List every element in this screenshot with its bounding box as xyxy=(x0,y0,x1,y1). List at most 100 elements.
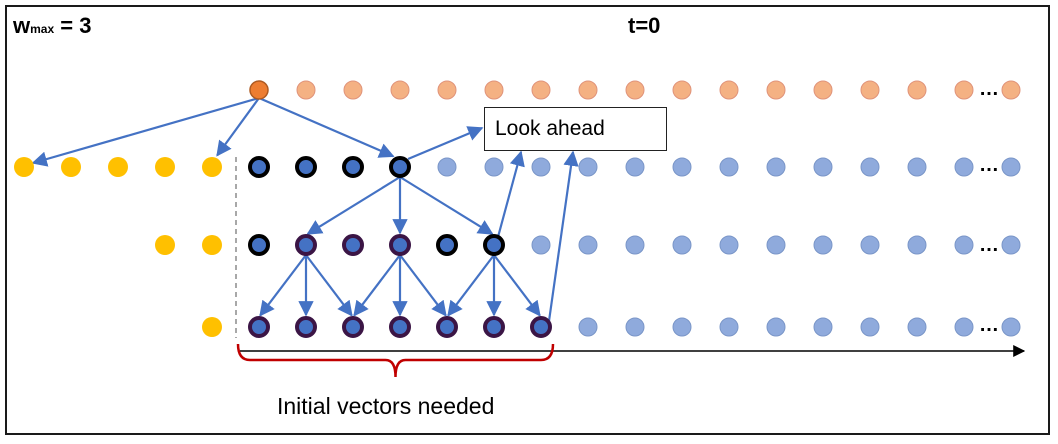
node-layer-3-12 xyxy=(813,317,833,337)
node-layer-3-0 xyxy=(248,316,270,338)
arrow-l2-3-to-l3-4 xyxy=(399,254,447,317)
node-layer-2-14 xyxy=(907,235,927,255)
ellipsis-row-2: … xyxy=(979,234,999,256)
node-layer-1-15 xyxy=(954,157,974,177)
nodes-layer xyxy=(14,80,1021,338)
arrow-l1-to-l2-1 xyxy=(306,176,401,235)
input-node-layer-1-2 xyxy=(155,157,175,177)
node-layer-1-6 xyxy=(531,157,551,177)
ellipsis-row-1: … xyxy=(979,154,999,176)
node-layer-3-8 xyxy=(625,317,645,337)
arrow-top-to-input-2 xyxy=(216,97,260,157)
ellipsis-row-top: … xyxy=(979,78,999,100)
node-top-11 xyxy=(766,80,786,100)
node-layer-1-10 xyxy=(719,157,739,177)
initial-vectors-label: Initial vectors needed xyxy=(277,393,495,419)
node-layer-2-9 xyxy=(672,235,692,255)
annotations-layer xyxy=(235,157,1026,378)
node-top-14 xyxy=(907,80,927,100)
arrow-top-to-input xyxy=(31,96,260,167)
initial-vectors-brace xyxy=(236,343,555,378)
wmax-label: wmax = 3 xyxy=(13,13,92,38)
diagram-frame xyxy=(5,5,1050,435)
node-layer-2-0 xyxy=(248,234,270,256)
node-layer-3-13 xyxy=(860,317,880,337)
node-layer-3-2 xyxy=(342,316,364,338)
arrow-l2-1-to-l3-0 xyxy=(259,254,307,317)
node-layer-2-13 xyxy=(860,235,880,255)
input-node-layer-1-3 xyxy=(108,157,128,177)
input-node-layer-3-1 xyxy=(202,317,222,337)
input-node-layer-1-5 xyxy=(14,157,34,177)
node-layer-3-6 xyxy=(530,316,552,338)
look-ahead-box: Look ahead xyxy=(484,107,667,151)
node-top-1 xyxy=(296,80,316,100)
input-node-layer-2-2 xyxy=(155,235,175,255)
node-layer-3-10 xyxy=(719,317,739,337)
node-layer-3-5 xyxy=(483,316,505,338)
node-layer-3-7 xyxy=(578,317,598,337)
node-layer-3-3 xyxy=(389,316,411,338)
node-layer-1-9 xyxy=(672,157,692,177)
node-layer-3-16 xyxy=(1001,317,1021,337)
node-layer-2-6 xyxy=(531,235,551,255)
node-layer-3-15 xyxy=(954,317,974,337)
node-layer-3-14 xyxy=(907,317,927,337)
node-top-4 xyxy=(437,80,457,100)
node-layer-3-4 xyxy=(436,316,458,338)
node-layer-2-5 xyxy=(483,234,505,256)
node-layer-1-0 xyxy=(248,156,270,178)
node-top-6 xyxy=(531,80,551,100)
node-layer-1-5 xyxy=(484,157,504,177)
node-layer-1-13 xyxy=(860,157,880,177)
node-layer-1-16 xyxy=(1001,157,1021,177)
node-layer-1-14 xyxy=(907,157,927,177)
node-layer-2-11 xyxy=(766,235,786,255)
node-layer-2-10 xyxy=(719,235,739,255)
node-layer-2-15 xyxy=(954,235,974,255)
node-top-13 xyxy=(860,80,880,100)
node-top-5 xyxy=(484,80,504,100)
node-layer-1-3 xyxy=(389,156,411,178)
node-layer-2-4 xyxy=(436,234,458,256)
node-top-15 xyxy=(954,80,974,100)
arrow-look-ahead-box xyxy=(407,126,484,161)
time-label: t=0 xyxy=(628,13,661,38)
arrow-look-ahead-1 xyxy=(496,150,525,238)
node-top-7 xyxy=(578,80,598,100)
arrow-top-to-layer1 xyxy=(258,96,395,158)
node-layer-2-2 xyxy=(342,234,364,256)
node-layer-2-3 xyxy=(389,234,411,256)
node-top-3 xyxy=(390,80,410,100)
node-layer-1-1 xyxy=(295,156,317,178)
node-layer-1-7 xyxy=(578,157,598,177)
node-layer-3-9 xyxy=(672,317,692,337)
ellipsis-row-3: … xyxy=(979,314,999,336)
node-top-8 xyxy=(625,80,645,100)
node-layer-3-1 xyxy=(295,316,317,338)
input-node-layer-2-1 xyxy=(202,235,222,255)
input-node-layer-1-1 xyxy=(202,157,222,177)
node-top-16 xyxy=(1001,80,1021,100)
node-layer-2-8 xyxy=(625,235,645,255)
node-layer-1-8 xyxy=(625,157,645,177)
node-layer-3-11 xyxy=(766,317,786,337)
node-layer-2-16 xyxy=(1001,235,1021,255)
arrow-l2-1-to-l3-2 xyxy=(305,254,353,317)
node-layer-1-11 xyxy=(766,157,786,177)
node-top-10 xyxy=(719,80,739,100)
arrow-look-ahead-2 xyxy=(547,150,579,322)
node-top-12 xyxy=(813,80,833,100)
node-layer-1-2 xyxy=(342,156,364,178)
input-node-layer-1-4 xyxy=(61,157,81,177)
node-layer-1-4 xyxy=(437,157,457,177)
node-layer-2-12 xyxy=(813,235,833,255)
node-layer-1-12 xyxy=(813,157,833,177)
node-top-2 xyxy=(343,80,363,100)
arrow-l1-to-l2-5 xyxy=(399,176,494,235)
arrow-l2-5-to-l3-6 xyxy=(493,254,541,317)
arrows-layer xyxy=(31,96,579,322)
node-top-9 xyxy=(672,80,692,100)
node-layer-2-7 xyxy=(578,235,598,255)
